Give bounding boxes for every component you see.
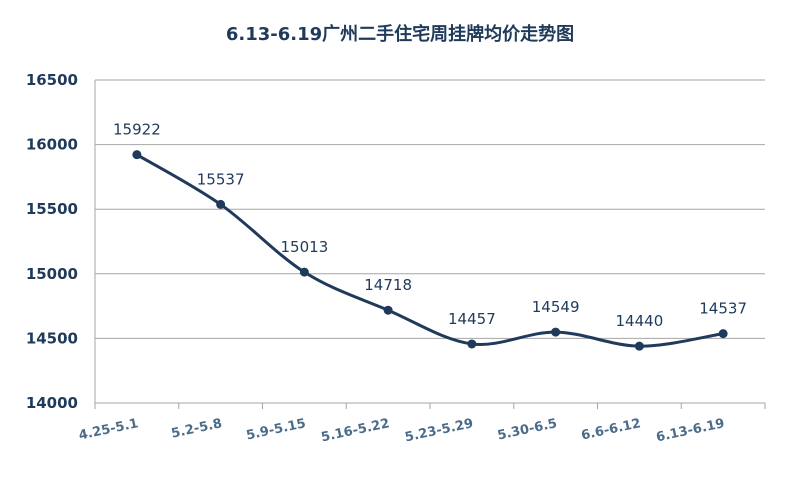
data-label: 15922 (113, 121, 161, 139)
y-tick-label: 14500 (26, 329, 78, 347)
y-tick-label: 16000 (26, 136, 78, 154)
y-tick-label: 14000 (26, 394, 78, 412)
x-tick-label: 6.13-6.19 (655, 416, 726, 445)
x-tick-label: 5.30-6.5 (496, 416, 558, 443)
data-label: 14440 (616, 312, 664, 330)
data-label: 15013 (281, 238, 329, 256)
series-line (136, 153, 724, 348)
data-labels: 15922 15537 15013 14718 14457 14549 14440 14537 (113, 121, 747, 330)
data-point (634, 341, 644, 351)
y-tick-label: 15500 (26, 200, 78, 218)
data-point (299, 267, 309, 277)
x-axis-ticks: 4.25-5.1 5.2-5.8 5.9-5.15 5.16-5.22 5.23-5.2… (77, 416, 726, 445)
x-tick-label: 6.6-6.12 (580, 416, 642, 443)
data-point (718, 329, 728, 339)
y-tick-label: 16500 (26, 71, 78, 89)
x-tick-label: 5.16-5.22 (320, 416, 391, 445)
data-point (383, 305, 393, 315)
data-point (467, 339, 477, 349)
data-label: 14457 (448, 310, 496, 328)
series-price (132, 150, 728, 351)
data-label: 14537 (699, 300, 747, 318)
data-point (551, 327, 561, 337)
data-point (132, 150, 142, 160)
data-label: 14549 (532, 298, 580, 316)
data-label: 15537 (197, 170, 245, 188)
chart-title: 6.13-6.19广州二手住宅周挂牌均价走势图 (225, 24, 575, 45)
axes (94, 80, 766, 409)
gridlines (95, 79, 765, 339)
x-tick-label: 4.25-5.1 (77, 416, 139, 443)
data-label: 14718 (364, 276, 412, 294)
y-tick-label: 15000 (26, 265, 78, 283)
x-tick-label: 5.23-5.29 (404, 416, 475, 445)
y-axis-ticks: 14000 14500 15000 15500 16000 16500 (26, 71, 78, 412)
data-point (216, 199, 226, 209)
x-tick-label: 5.9-5.15 (245, 416, 307, 443)
x-tick-label: 5.2-5.8 (170, 416, 223, 441)
